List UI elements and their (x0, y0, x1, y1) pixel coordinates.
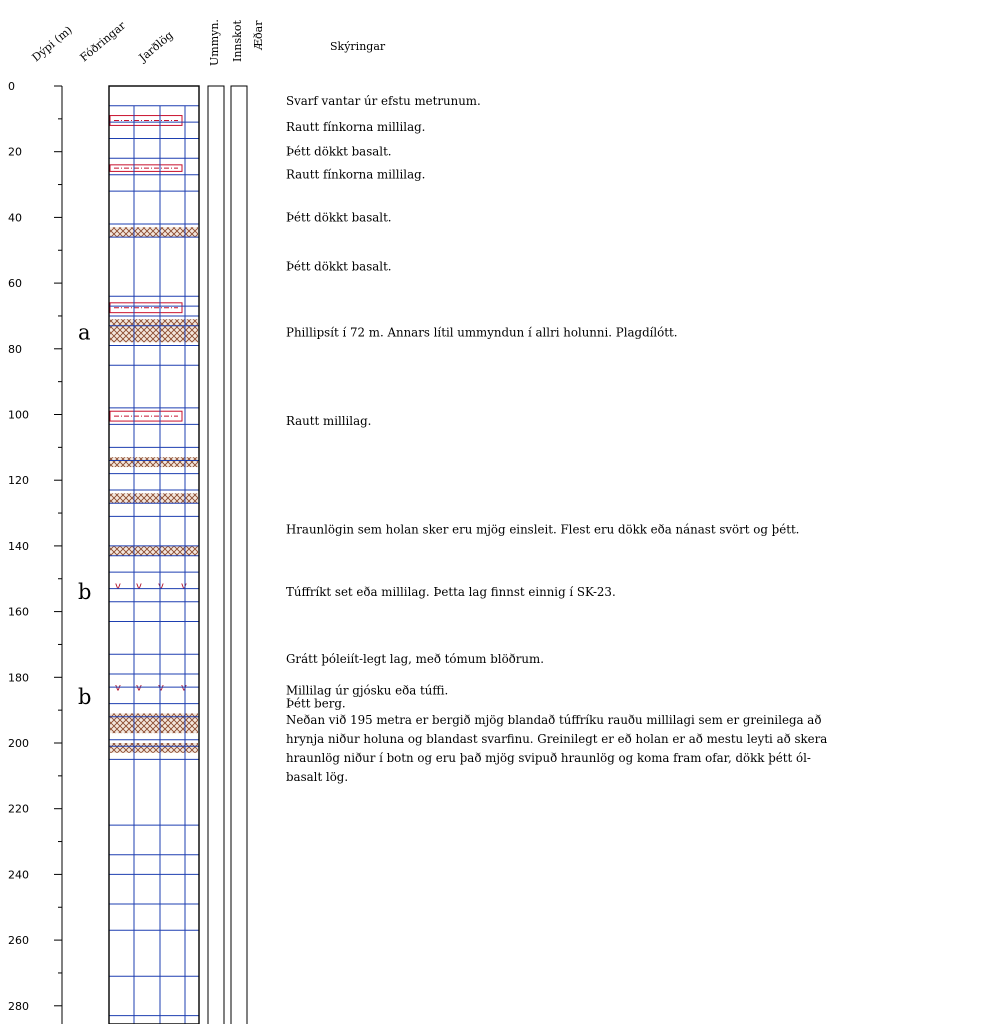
depth-axis: 0 20 40 60 80 100 120 140 160 180 200 220 240 260 280 (8, 80, 63, 1024)
markers: a b b (78, 320, 91, 709)
depth-tick-label: 260 (8, 934, 29, 947)
tuff-mark: v (136, 683, 142, 694)
depth-tick-label: 180 (8, 671, 29, 684)
header-strata: Jarðlög (136, 29, 176, 65)
note-text: Rautt millilag. (286, 414, 371, 428)
strata-layer-red (109, 115, 183, 126)
strata-layer-hatch (110, 493, 198, 504)
notes: Svarf vantar úr efstu metrunum. Rautt fín… (286, 94, 827, 784)
depth-tick-label: 280 (8, 1000, 29, 1013)
note-text: Túffríkt set eða millilag. Þetta lag fin… (286, 585, 616, 599)
note-text: basalt lög. (286, 770, 348, 784)
note-text: hrynja niður holuna og blandast svarfinu… (286, 732, 827, 746)
marker-label: b (78, 685, 91, 709)
note-text: Þétt dökkt basalt. (286, 210, 392, 224)
depth-tick-label: 40 (8, 211, 22, 224)
note-text: Rautt fínkorna millilag. (286, 168, 425, 182)
header-veins: Æðar (252, 20, 265, 51)
marker-label: b (78, 580, 91, 604)
note-text: Phillipsít í 72 m. Annars lítil ummyndun… (286, 325, 678, 339)
header-depth: Dýpi (m) (30, 23, 75, 64)
strata-layer-red (109, 164, 183, 172)
strata-column-frame (108, 85, 200, 1024)
note-text: Grátt þóleiít-legt lag, með tómum blöðru… (286, 652, 544, 666)
strata-layer-hatch (110, 319, 198, 343)
strata-layer-hatch (110, 713, 198, 734)
strata-layer-hatch (110, 743, 198, 753)
intrusions-column (230, 85, 248, 1024)
header-casing: Fóðringar (78, 19, 129, 65)
note-text: Neðan við 195 metra er bergið mjög bland… (286, 713, 821, 727)
header-notes: Skýringar (330, 40, 386, 53)
strata-layer-red (109, 302, 183, 314)
depth-tick-label: 140 (8, 540, 29, 553)
depth-tick-label: 120 (8, 474, 29, 487)
depth-tick-label: 60 (8, 277, 22, 290)
tuff-mark: v (181, 683, 187, 694)
depth-tick-label: 100 (8, 409, 29, 422)
tuff-mark: v (136, 581, 142, 592)
depth-tick-label: 160 (8, 606, 29, 619)
depth-tick-label: 80 (8, 343, 22, 356)
strata-layer-red (109, 410, 183, 422)
note-text: Hraunlögin sem holan sker eru mjög einsl… (286, 522, 799, 536)
tuff-mark: v (115, 581, 121, 592)
tuff-mark: v (158, 683, 164, 694)
strata-layer-hatch (110, 545, 198, 556)
strata-layer-hatch (110, 457, 198, 468)
strata-column: v v v v v v v v (108, 85, 200, 1024)
tuff-mark: v (115, 683, 121, 694)
note-text: Rautt fínkorna millilag. (286, 120, 425, 134)
note-text: hraunlög niður í botn og eru það mjög sv… (286, 751, 811, 765)
depth-tick-label: 220 (8, 803, 29, 816)
strata-layer-hatch (110, 227, 198, 238)
alteration-column (207, 85, 225, 1024)
note-text: Þétt berg. (286, 697, 346, 711)
depth-tick-label: 200 (8, 737, 29, 750)
depth-tick-label: 0 (8, 80, 15, 93)
depth-tick-label: 20 (8, 146, 22, 159)
tuff-mark: v (181, 581, 187, 592)
note-text: Millilag úr gjósku eða túffi. (286, 683, 448, 697)
strata-grid (109, 105, 199, 1024)
note-text: Þétt dökkt basalt. (286, 260, 392, 274)
header-alteration: Ummyn. (208, 19, 221, 66)
note-text: Þétt dökkt basalt. (286, 145, 392, 159)
depth-tick-label: 240 (8, 868, 29, 881)
marker-label: a (78, 320, 91, 344)
tuff-mark: v (158, 581, 164, 592)
note-text: Svarf vantar úr efstu metrunum. (286, 94, 481, 108)
header-intrusions: Innskot (231, 20, 244, 62)
